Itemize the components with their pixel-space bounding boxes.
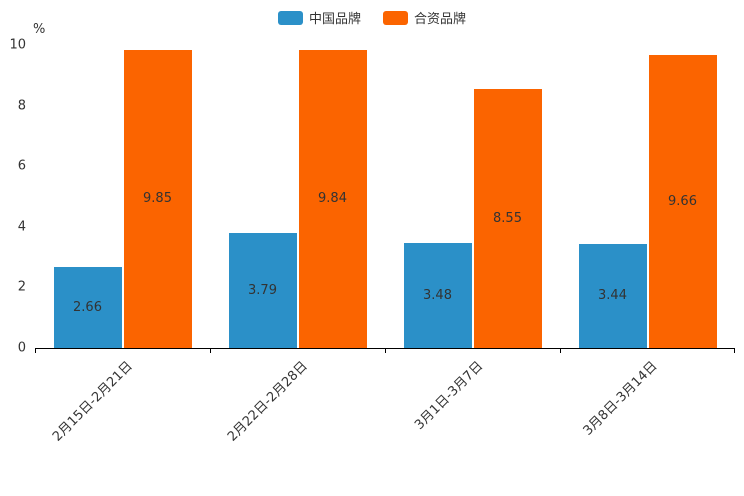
- legend-swatch-icon: [383, 10, 408, 25]
- y-axis-unit-label: %: [33, 22, 46, 37]
- x-category-label: 3月1日-3月7日: [411, 358, 486, 433]
- y-tick-label: 10: [9, 37, 26, 53]
- bar-value-label: 9.66: [668, 194, 697, 210]
- bar-series-0: 3.48: [403, 242, 472, 348]
- x-category-label: 2月15日-2月21日: [50, 358, 136, 445]
- legend-label: 中国品牌: [308, 12, 361, 27]
- y-axis: 0 2 4 6 8 10: [0, 39, 28, 355]
- legend-item-1[interactable]: 合资品牌: [383, 8, 466, 27]
- bar-series-1: 9.66: [648, 55, 717, 348]
- legend-label: 合资品牌: [414, 12, 467, 27]
- x-axis-ticks: [35, 348, 735, 354]
- bar-value-label: 9.85: [143, 191, 172, 207]
- bar-series-0: 3.79: [228, 233, 297, 348]
- bar-value-label: 3.44: [598, 288, 627, 304]
- bar-value-label: 2.66: [73, 300, 102, 316]
- y-tick-label: 8: [17, 98, 26, 114]
- bar-series-1: 9.84: [298, 49, 367, 348]
- bar-value-label: 3.48: [423, 287, 452, 303]
- x-tick-mark: [35, 348, 36, 353]
- bar-series-0: 2.66: [53, 267, 122, 348]
- x-category-label: 2月22日-2月28日: [225, 358, 311, 445]
- legend-swatch-icon: [277, 10, 303, 25]
- bar-group: 3.79 9.84: [210, 45, 385, 348]
- x-tick-mark: [734, 348, 735, 353]
- y-tick-label: 4: [17, 219, 26, 235]
- bar-value-label: 3.79: [248, 283, 277, 299]
- y-tick-label: 0: [17, 340, 26, 356]
- bar-series-1: 8.55: [473, 88, 542, 348]
- legend: 中国品牌 合资品牌: [0, 8, 744, 27]
- bar-group: 2.66 9.85: [35, 45, 210, 348]
- x-tick-mark: [385, 348, 386, 353]
- x-axis-labels: 2月15日-2月21日 2月22日-2月28日 3月1日-3月7日 3月8日-3月14…: [35, 356, 735, 486]
- x-tick-mark: [210, 348, 211, 353]
- bar-value-label: 9.84: [318, 191, 347, 207]
- bar-group: 3.44 9.66: [560, 45, 735, 348]
- x-category-label: 3月8日-3月14日: [580, 358, 661, 439]
- legend-item-0[interactable]: 中国品牌: [277, 8, 361, 27]
- bar-group: 3.48 8.55: [385, 45, 560, 348]
- bar-value-label: 8.55: [493, 210, 522, 226]
- plot-area: 2.66 9.85 3.79 9.84 3.48 8.55 3.44 9.66: [35, 45, 735, 349]
- bar-series-0: 3.44: [578, 243, 647, 348]
- x-tick-mark: [560, 348, 561, 353]
- y-tick-label: 6: [17, 158, 26, 174]
- y-tick-label: 2: [17, 279, 26, 295]
- bar-series-1: 9.85: [123, 49, 192, 348]
